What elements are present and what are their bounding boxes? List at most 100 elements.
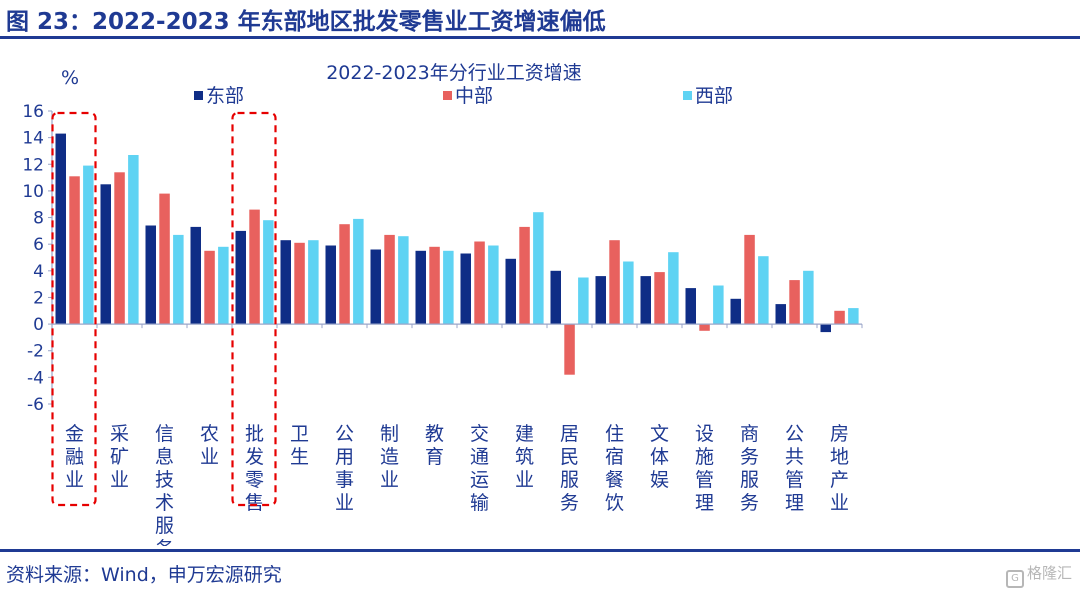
bar-central-15 [699, 324, 710, 331]
bar-west-18 [848, 308, 859, 325]
bar-central-14 [654, 272, 665, 324]
y-tick-label: -6 [27, 395, 44, 415]
bar-west-13 [623, 261, 634, 325]
bar-west-11 [533, 212, 544, 325]
bar-central-7 [339, 224, 350, 325]
bar-east-17 [775, 304, 786, 325]
bar-east-4 [190, 226, 201, 325]
bar-central-3 [159, 193, 170, 325]
footer-rule [0, 549, 1080, 552]
bar-west-1 [83, 165, 94, 325]
bar-east-10 [460, 253, 471, 325]
bar-east-7 [325, 245, 336, 325]
bar-east-9 [415, 250, 426, 325]
bar-east-11 [505, 258, 516, 325]
y-tick-label: 12 [22, 155, 44, 175]
bar-east-15 [685, 288, 696, 325]
category-label: 住宿餐饮 [605, 423, 624, 514]
title-rule [0, 36, 1080, 39]
bar-east-13 [595, 276, 606, 324]
bar-west-17 [803, 270, 814, 325]
legend-label-east: 东部 [206, 85, 244, 107]
y-tick-label: 6 [33, 235, 44, 255]
y-tick-label: 8 [33, 209, 44, 229]
watermark-text: 格隆汇 [1026, 564, 1072, 582]
bar-east-6 [280, 240, 291, 325]
category-label: 文体娱 [650, 423, 669, 491]
bar-west-12 [578, 277, 589, 325]
bar-east-16 [730, 298, 741, 325]
bar-east-5 [235, 230, 246, 325]
highlight-boxes [51, 111, 277, 507]
bar-east-2 [100, 184, 111, 325]
legend: 东部 中部 西部 [194, 85, 733, 107]
bar-east-18 [820, 324, 831, 333]
bar-west-6 [308, 240, 319, 325]
bar-east-3 [145, 225, 156, 325]
category-label: 居民服务 [560, 423, 579, 514]
y-tick-label: 16 [22, 102, 44, 122]
category-label: 农业 [200, 423, 219, 468]
bar-east-14 [640, 276, 651, 324]
bar-east-8 [370, 249, 381, 325]
y-tick-label: 14 [22, 129, 44, 149]
bar-central-13 [609, 240, 620, 325]
bar-west-2 [128, 155, 139, 325]
y-tick-label: 4 [33, 262, 44, 282]
category-label: 公共管理 [785, 423, 804, 514]
category-label: 设施管理 [695, 423, 714, 514]
bar-west-10 [488, 245, 499, 325]
category-label: 卫生 [290, 423, 309, 468]
chart-title: 2022-2023年分行业工资增速 [326, 62, 582, 84]
legend-label-central: 中部 [455, 85, 493, 107]
bar-central-12 [564, 324, 575, 375]
category-label: 建筑业 [515, 423, 534, 491]
bar-central-2 [114, 172, 125, 325]
bar-central-10 [474, 241, 485, 325]
highlight-box [51, 111, 97, 507]
legend-swatch-west [683, 91, 692, 100]
y-tick-label: -2 [27, 342, 44, 362]
category-label: 批发零售 [245, 423, 264, 514]
figure-title: 图 23：2022-2023 年东部地区批发零售业工资增速偏低 [6, 9, 606, 35]
bar-east-12 [550, 270, 561, 325]
category-labels: 金融业 采矿业 信息技术服务 农业 批发零售 卫生 公用事业 制造业 教育 交通运输 建筑业 居民服务… [65, 423, 849, 546]
bar-west-7 [353, 218, 364, 325]
bar-central-5 [249, 209, 260, 325]
bar-central-8 [384, 234, 395, 325]
y-tick-label: -4 [27, 368, 44, 388]
bar-west-16 [758, 256, 769, 325]
watermark-icon: G [1005, 570, 1024, 588]
bar-chart: 2022-2023年分行业工资增速 % 东部 中部 西部 16 14 12 10 8 6 4 2 0… [22, 62, 863, 546]
category-label: 交通运输 [470, 423, 489, 514]
bar-central-11 [519, 226, 530, 325]
category-label: 公用事业 [335, 423, 354, 514]
legend-label-west: 西部 [695, 85, 733, 107]
bar-west-15 [713, 285, 724, 325]
highlight-box [231, 111, 277, 507]
bar-west-3 [173, 234, 184, 325]
bar-west-9 [443, 250, 454, 325]
watermark: G 格隆汇 [1005, 562, 1072, 588]
bar-west-14 [668, 252, 679, 325]
y-tick-label: 2 [33, 288, 44, 308]
bar-west-8 [398, 236, 409, 325]
bar-central-9 [429, 246, 440, 324]
bar-central-17 [789, 280, 800, 325]
category-label: 教育 [425, 423, 444, 468]
bar-central-1 [69, 176, 80, 325]
source-note: 资料来源：Wind，申万宏源研究 [6, 564, 282, 586]
category-label: 制造业 [380, 423, 399, 491]
category-label: 信息技术服务 [155, 423, 174, 546]
bar-west-5 [263, 220, 274, 325]
y-axis-unit: % [61, 67, 79, 89]
legend-swatch-east [194, 91, 203, 100]
bar-central-4 [204, 250, 215, 325]
category-label: 商务服务 [740, 423, 759, 514]
bar-series [55, 133, 859, 375]
axes: 16 14 12 10 8 6 4 2 0 -2 -4 -6 [22, 102, 863, 415]
bar-central-16 [744, 234, 755, 325]
bar-central-18 [834, 310, 845, 325]
legend-swatch-central [443, 91, 452, 100]
bar-west-4 [218, 246, 229, 324]
